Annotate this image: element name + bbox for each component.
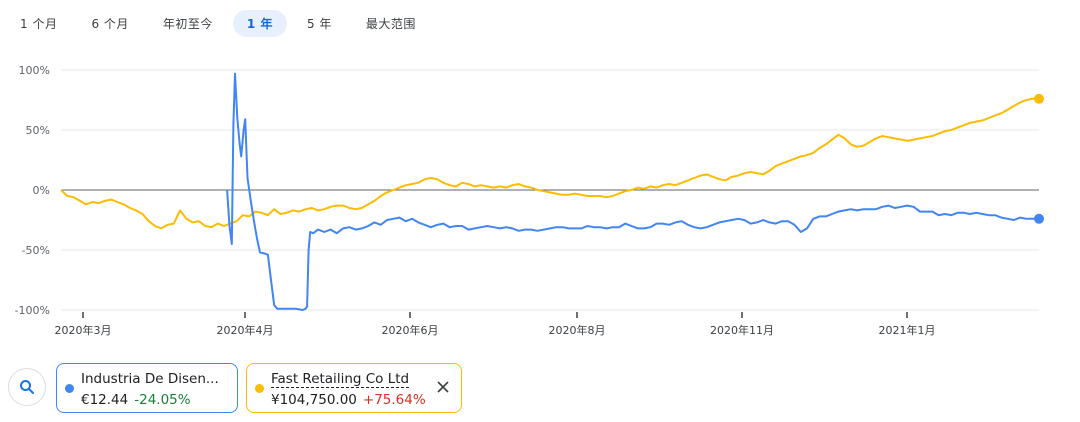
tab-max[interactable]: 最大范围 — [365, 17, 416, 31]
security-price-row: €12.44 -24.05% — [81, 392, 191, 408]
x-tick-label: 2020年3月 — [55, 323, 112, 337]
series-end-point — [1034, 93, 1044, 104]
series-dot — [65, 384, 74, 393]
tab-5-years[interactable]: 5 年 — [306, 17, 332, 31]
x-tick-label: 2021年1月 — [879, 323, 936, 337]
security-change: +75.64% — [362, 392, 426, 408]
security-price-row: ¥104,750.00 +75.64% — [271, 392, 426, 408]
y-tick-label: -50% — [22, 244, 50, 257]
close-icon — [437, 381, 449, 393]
tab-6-months[interactable]: 6 个月 — [91, 17, 129, 31]
series-end-point — [1034, 213, 1044, 224]
x-tick-label: 2020年8月 — [549, 323, 606, 337]
tab-ytd[interactable]: 年初至今 — [162, 17, 213, 31]
series-dot — [255, 384, 264, 393]
y-tick-label: 50% — [26, 124, 50, 137]
security-name: Industria De Disen... — [81, 371, 219, 387]
y-tick-label: 100% — [19, 64, 50, 77]
chart-grid — [61, 69, 1039, 311]
search-icon — [20, 380, 34, 394]
x-axis-labels: 2020年3月 2020年4月 2020年6月 2020年8月 2020年11月 2021… — [55, 312, 936, 337]
y-tick-label: 0% — [33, 184, 50, 197]
y-tick-label: -100% — [15, 304, 50, 317]
tab-1-month[interactable]: 1 个月 — [20, 17, 58, 31]
x-tick-label: 2020年11月 — [710, 323, 774, 337]
comparison-chart[interactable]: 100% 50% 0% -50% -100% 2020年3月 2020年4月 2020年6月… — [0, 0, 1080, 350]
remove-comparison-button[interactable] — [433, 377, 453, 397]
y-axis-labels: 100% 50% 0% -50% -100% — [15, 64, 50, 317]
tab-1-year[interactable]: 1 年 — [232, 10, 287, 37]
series-line — [60, 97, 1039, 230]
range-tabs: 1 个月 6 个月 年初至今 1 年 5 年 最大范围 — [6, 10, 430, 37]
legend-chip-fast-retailing[interactable]: Fast Retailing Co Ltd ¥104,750.00 +75.64% — [246, 363, 462, 413]
security-price: €12.44 — [81, 392, 129, 408]
security-price: ¥104,750.00 — [271, 392, 357, 408]
legend-chip-industria[interactable]: Industria De Disen... €12.44 -24.05% — [56, 363, 238, 413]
security-change: -24.05% — [134, 392, 191, 408]
x-tick-label: 2020年6月 — [382, 323, 439, 337]
chart-series — [60, 72, 1044, 311]
security-name: Fast Retailing Co Ltd — [271, 371, 410, 388]
search-button[interactable] — [8, 368, 46, 406]
x-tick-label: 2020年4月 — [217, 323, 274, 337]
series-line — [226, 72, 1039, 311]
